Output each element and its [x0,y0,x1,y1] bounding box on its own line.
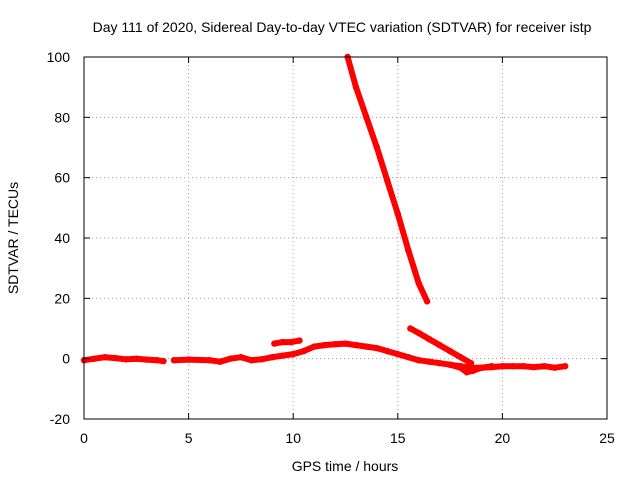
data-point [467,359,475,367]
series-baseline-mid [170,340,569,371]
data-point [520,363,527,370]
data-point [446,361,454,368]
data-point [310,343,318,350]
data-point [384,347,391,355]
data-point [101,353,109,361]
data-point [384,177,391,184]
y-tick-label: 80 [54,109,70,125]
data-point [170,356,178,364]
data-point [407,325,414,332]
data-point [321,341,328,349]
data-point [469,367,477,374]
data-point [300,347,307,355]
x-tick-label: 15 [390,430,406,446]
data-point [373,144,381,151]
data-point [112,354,119,362]
data-point [561,363,569,370]
data-point [290,350,297,358]
data-point [530,363,537,371]
data-point [352,341,360,349]
data-point [352,83,360,91]
data-point [271,340,278,347]
data-point [436,341,443,349]
data-series [80,53,569,376]
data-point [185,356,192,363]
grid-lines [84,57,607,419]
x-axis-label: GPS time / hours [292,458,399,474]
data-point [394,210,401,218]
data-point [405,353,412,361]
data-point [122,356,130,363]
data-point [279,338,286,346]
data-point [457,364,464,371]
data-point [248,356,255,364]
y-axis-label: SDTVAR / TECUs [5,182,21,294]
data-point [405,246,412,254]
data-point [423,298,431,305]
y-tick-label: 0 [62,351,70,367]
x-tick-label: 20 [495,430,511,446]
series-trail [271,337,303,347]
data-point [279,352,286,359]
data-point [363,114,370,121]
data-point [342,340,349,347]
series-steep-decline [344,53,431,305]
data-point [237,353,245,361]
chart-title: Day 111 of 2020, Sidereal Day-to-day VTE… [93,19,592,35]
data-point [269,353,276,361]
x-tick-label: 10 [285,430,301,446]
data-point [509,363,517,370]
x-tick-label: 0 [80,430,88,446]
data-point [373,344,381,352]
data-point [425,335,433,343]
y-tick-label: 100 [47,49,71,65]
data-point [154,356,161,364]
data-point [363,343,370,350]
data-point [216,358,224,365]
data-point [541,363,548,370]
data-point [287,338,295,346]
data-point [499,363,506,370]
series-low-dip [446,361,496,376]
data-point [227,355,234,362]
y-tick-label: 60 [54,170,70,186]
axis-ticks [83,56,608,420]
data-point [488,363,496,370]
y-tick-label: 40 [54,230,70,246]
y-tick-label: -20 [50,411,70,427]
series-offset-segment [271,337,303,347]
x-tick-label: 5 [185,430,193,446]
data-point [436,359,443,367]
data-point [415,280,422,287]
x-tick-label: 25 [599,430,615,446]
data-point [143,356,150,363]
data-point [296,337,303,344]
data-point [160,357,167,365]
data-point [331,340,339,348]
data-point [91,355,98,362]
data-point [415,329,422,337]
data-point [463,369,471,376]
y-tick-label: 20 [54,290,70,306]
data-point [478,364,485,371]
data-point [206,356,213,364]
data-point [425,358,433,365]
data-point [446,347,454,355]
data-point [394,350,401,358]
data-point [258,356,266,363]
data-point [551,364,558,371]
data-point [457,353,464,361]
series-descending-branch [407,325,475,367]
data-point [415,356,422,364]
data-point [133,355,140,362]
series-baseline-early [80,353,167,365]
tick-labels: 0 5 10 15 20 25 -20 0 20 40 60 80 100 [47,49,615,446]
